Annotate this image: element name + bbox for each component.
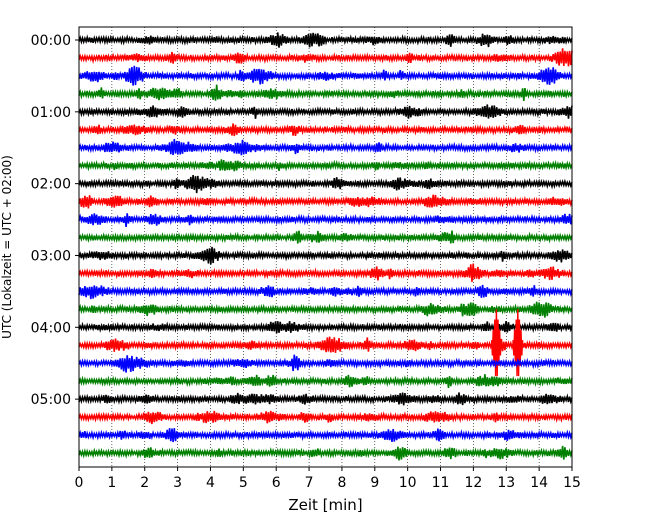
trace-0000	[78, 32, 573, 48]
y-axis-title: UTC (Lokalzeit = UTC + 02:00)	[0, 155, 14, 339]
x-tick-label: 7	[305, 475, 314, 491]
x-tick-label: 14	[530, 475, 548, 491]
trace-0315	[78, 263, 573, 282]
trace-0100	[78, 104, 573, 119]
y-tick-label: 05:00	[31, 392, 71, 408]
y-tick-label: 04:00	[31, 320, 71, 336]
x-tick-label: 2	[140, 475, 149, 491]
trace-0045	[78, 84, 573, 101]
x-tick-label: 1	[107, 475, 116, 491]
x-tick-label: 0	[75, 475, 84, 491]
y-axis-ticks: 00:00 01:00 02:00 03:00 04:00 05:00	[31, 33, 79, 408]
x-tick-label: 3	[173, 475, 182, 491]
grid-lines	[111, 27, 540, 467]
trace-0015	[78, 48, 573, 67]
trace-0445	[78, 374, 573, 388]
x-tick-label: 13	[497, 475, 515, 491]
x-axis-title: Zeit [min]	[288, 496, 362, 514]
trace-0530	[78, 428, 573, 443]
x-tick-label: 8	[337, 475, 346, 491]
x-tick-label: 10	[399, 475, 417, 491]
trace-0515	[78, 410, 573, 425]
y-tick-label: 02:00	[31, 177, 71, 193]
trace-0230	[78, 213, 573, 227]
trace-0215	[78, 194, 573, 209]
x-tick-label: 9	[370, 475, 379, 491]
trace-0430	[78, 354, 573, 373]
trace-0545	[78, 445, 573, 461]
trace-0200	[78, 175, 573, 194]
trace-0145	[78, 159, 573, 172]
x-tick-label: 11	[432, 475, 450, 491]
seismic-event-spike	[512, 309, 524, 377]
trace-0400	[78, 321, 573, 334]
y-tick-label: 00:00	[31, 33, 71, 49]
trace-0330	[78, 284, 573, 300]
x-tick-label: 4	[206, 475, 215, 491]
x-tick-label: 5	[239, 475, 248, 491]
trace-0115	[78, 123, 573, 137]
trace-0345	[78, 301, 573, 318]
trace-0415	[78, 336, 573, 353]
plot-frame	[78, 26, 573, 468]
trace-0130	[78, 138, 573, 156]
y-tick-label: 01:00	[31, 105, 71, 121]
x-tick-label: 12	[464, 475, 482, 491]
trace-0245	[78, 230, 573, 244]
trace-0030	[78, 65, 573, 86]
trace-0500	[78, 392, 573, 406]
y-tick-label: 03:00	[31, 248, 71, 264]
x-tick-label: 6	[272, 475, 281, 491]
x-axis-ticks: 0 1 2 3 4 5 6 7 8 9 10 11 12 13 14 15	[75, 467, 581, 491]
seismic-traces	[78, 32, 573, 461]
seismic-event-spike	[490, 309, 502, 377]
x-tick-label: 15	[563, 475, 581, 491]
trace-0300	[78, 246, 573, 265]
